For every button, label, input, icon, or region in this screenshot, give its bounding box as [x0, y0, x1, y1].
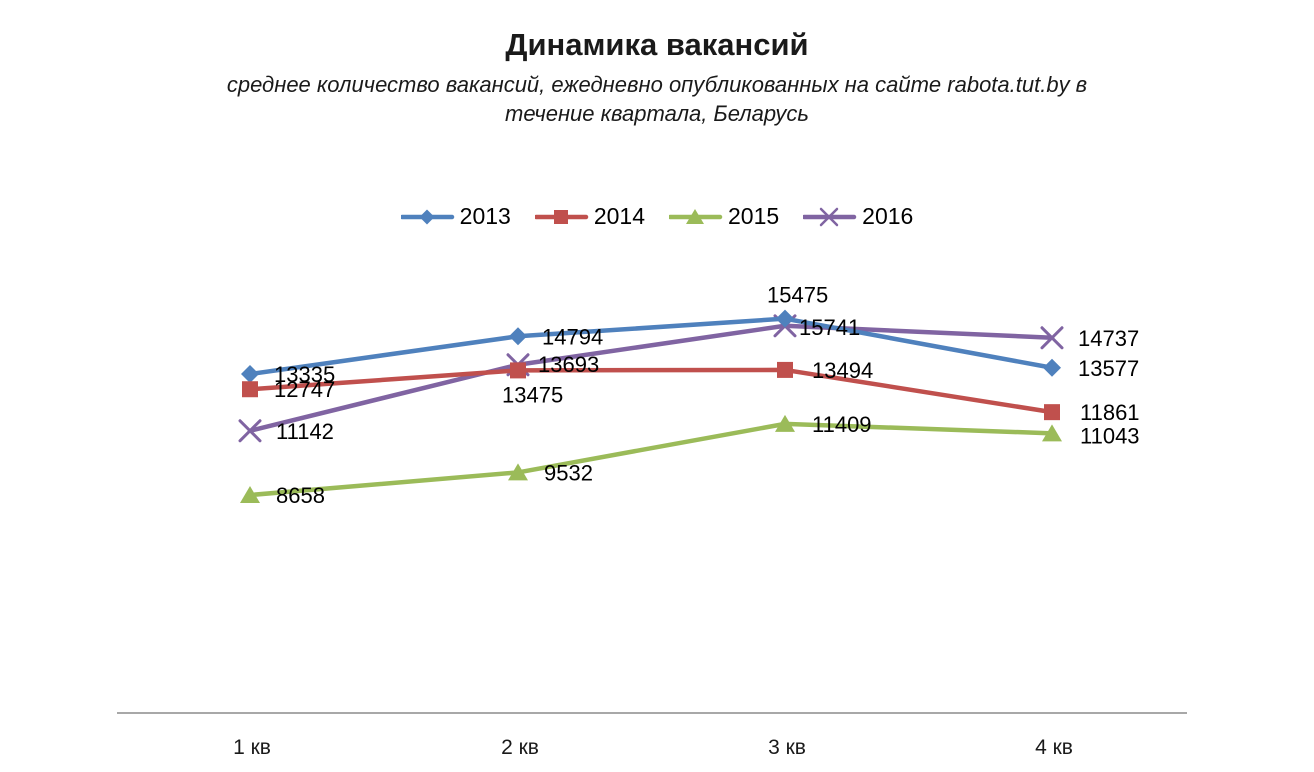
data-label-2014-q1: 12747 — [274, 377, 335, 402]
series-2015-q4-triangle-marker — [1042, 424, 1062, 442]
series-2014-line — [247, 367, 1055, 415]
series-2014-q4-square-marker — [1044, 404, 1060, 421]
data-label-2016-q4: 14737 — [1078, 326, 1139, 351]
data-label-2015-q1: 8658 — [276, 483, 325, 508]
series-2016-q4-x-marker — [1040, 326, 1064, 350]
data-label-2016-q3: 15741 — [799, 315, 860, 340]
series-2013-q2-diamond-marker — [509, 327, 527, 346]
x-tick-label-4: 4 кв — [1035, 736, 1073, 759]
legend-item-2014: 2014 — [534, 203, 645, 230]
series-2013-line — [247, 316, 1055, 377]
legend-label-2013: 2013 — [459, 203, 511, 229]
legend-item-2016: 2016 — [803, 203, 913, 230]
legend-item-2013: 2013 — [400, 203, 511, 230]
series-2015-line — [247, 421, 1055, 498]
diamond-marker-glyph — [419, 209, 435, 224]
series-2015-q1-triangle-marker — [240, 486, 260, 504]
data-label-2013-q2: 14794 — [542, 324, 603, 349]
series-2016-line — [247, 323, 1055, 434]
chart-legend: 2013 2014 2015 2016 — [0, 203, 1314, 230]
x-marker-glyph — [819, 207, 839, 226]
series-2015-q2-triangle-marker — [508, 463, 528, 481]
legend-square-icon — [534, 209, 589, 224]
data-label-2014-q3: 13494 — [812, 358, 873, 383]
series-2014-q1-square-marker — [242, 381, 258, 398]
data-label-2015-q2: 9532 — [544, 460, 593, 485]
triangle-marker-glyph — [686, 208, 704, 224]
data-label-2015-q4: 11043 — [1080, 423, 1140, 448]
legend-triangle-icon — [669, 208, 723, 224]
legend-label-2016: 2016 — [862, 203, 914, 229]
chart-subtitle: среднее количество вакансий, ежедневно о… — [226, 72, 1088, 126]
data-label-2016-q2: 13693 — [538, 352, 599, 377]
data-label-2014-q2: 13475 — [502, 382, 563, 407]
legend-x-icon — [803, 207, 857, 226]
series-2014-q3-square-marker — [777, 361, 793, 378]
legend-label-2015: 2015 — [728, 203, 780, 229]
data-label-2013-q1: 13335 — [274, 362, 335, 387]
square-marker-glyph — [553, 209, 568, 224]
data-label-2013-q3: 15475 — [767, 283, 828, 308]
data-label-2013-q4: 13577 — [1078, 356, 1139, 381]
data-label-2014-q4: 11861 — [1080, 400, 1140, 425]
series-2013-q4-diamond-marker — [1043, 358, 1061, 377]
series-2015-q3-triangle-marker — [775, 414, 795, 432]
legend-label-2014: 2014 — [593, 203, 645, 229]
series-2013-q3-diamond-marker — [776, 309, 794, 328]
data-label-2015-q3: 11409 — [812, 412, 872, 437]
x-tick-label-1: 1 кв — [233, 736, 271, 759]
legend-item-2015: 2015 — [669, 203, 779, 230]
series-2014-q2-square-marker — [510, 362, 526, 379]
legend-diamond-icon — [400, 209, 454, 224]
x-tick-label-3: 3 кв — [768, 736, 806, 759]
x-tick-label-2: 2 кв — [501, 736, 539, 759]
chart-title: Динамика вакансий — [505, 27, 809, 62]
series-2013-q1-diamond-marker — [241, 365, 259, 384]
chart-header: Динамика вакансий среднее количество вак… — [0, 0, 1314, 128]
data-label-2016-q1: 11142 — [276, 419, 334, 444]
series-2016-q1-x-marker — [238, 419, 262, 443]
